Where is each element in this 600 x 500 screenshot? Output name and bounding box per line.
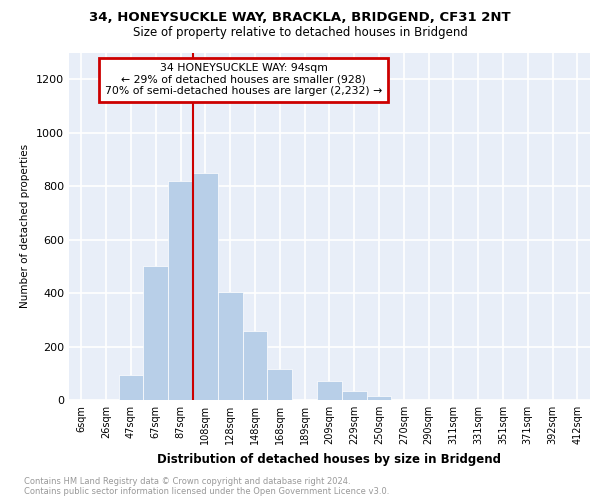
Text: 34 HONEYSUCKLE WAY: 94sqm
← 29% of detached houses are smaller (928)
70% of semi: 34 HONEYSUCKLE WAY: 94sqm ← 29% of detac… — [105, 63, 382, 96]
Text: Size of property relative to detached houses in Bridgend: Size of property relative to detached ho… — [133, 26, 467, 39]
Bar — [317, 382, 342, 400]
Bar — [119, 374, 143, 400]
Bar — [143, 266, 168, 400]
X-axis label: Distribution of detached houses by size in Bridgend: Distribution of detached houses by size … — [157, 452, 502, 466]
Bar — [218, 292, 242, 400]
Text: 34, HONEYSUCKLE WAY, BRACKLA, BRIDGEND, CF31 2NT: 34, HONEYSUCKLE WAY, BRACKLA, BRIDGEND, … — [89, 11, 511, 24]
Bar — [242, 330, 268, 400]
Bar — [367, 396, 391, 400]
Bar — [342, 390, 367, 400]
Bar — [168, 181, 193, 400]
Bar — [193, 173, 218, 400]
Text: Contains HM Land Registry data © Crown copyright and database right 2024.
Contai: Contains HM Land Registry data © Crown c… — [24, 476, 389, 496]
Bar — [268, 370, 292, 400]
Y-axis label: Number of detached properties: Number of detached properties — [20, 144, 31, 308]
